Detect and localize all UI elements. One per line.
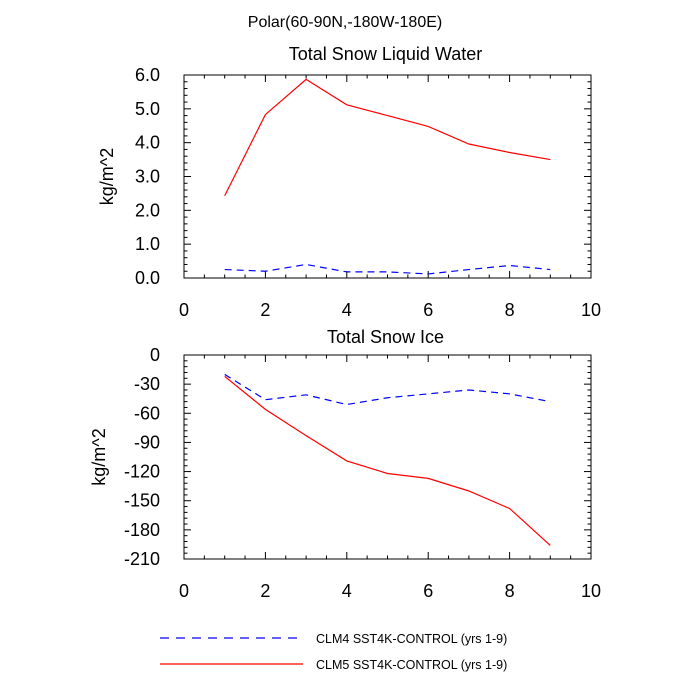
plots-container: Total Snow Liquid Water kg/m^2 0 2 4 6 8 10 0.0 1… bbox=[89, 44, 601, 601]
chart-panel-2: Total Snow Ice kg/m^2 0 2 4 6 8 10 0 -30 -60 -90 -12… bbox=[89, 327, 601, 601]
x-tick-label: 8 bbox=[505, 581, 515, 601]
x-tick-label: 2 bbox=[260, 581, 270, 601]
x-tick-label: 0 bbox=[179, 300, 189, 320]
legend: CLM4 SST4K-CONTROL (yrs 1-9) CLM5 SST4K-C… bbox=[160, 632, 507, 672]
chart-panel-1: Total Snow Liquid Water kg/m^2 0 2 4 6 8 10 0.0 1… bbox=[97, 44, 601, 320]
y-tick-label: 3.0 bbox=[135, 167, 160, 187]
chart-title: Total Snow Liquid Water bbox=[289, 44, 482, 64]
y-tick-label: -180 bbox=[124, 520, 160, 540]
y-tick-label: 0.0 bbox=[135, 268, 160, 288]
series-line-clm4 bbox=[224, 263, 551, 275]
plot-frame bbox=[183, 74, 592, 279]
x-tick-label: 10 bbox=[581, 300, 601, 320]
y-tick-label: 2.0 bbox=[135, 200, 160, 220]
x-tick-label: 4 bbox=[342, 581, 352, 601]
series-line-clm5 bbox=[224, 78, 551, 197]
x-tick-label: 10 bbox=[581, 581, 601, 601]
y-tick-label: -90 bbox=[134, 432, 160, 452]
y-tick-label: 6.0 bbox=[135, 65, 160, 85]
y-tick-label: 4.0 bbox=[135, 133, 160, 153]
figure-title: Polar(60-90N,-180W-180E) bbox=[248, 14, 442, 31]
plot-frame bbox=[183, 354, 592, 560]
legend-label: CLM5 SST4K-CONTROL (yrs 1-9) bbox=[316, 658, 507, 672]
y-tick-label: -120 bbox=[124, 462, 160, 482]
y-tick-label: 5.0 bbox=[135, 99, 160, 119]
y-tick-label: -150 bbox=[124, 491, 160, 511]
chart-title: Total Snow Ice bbox=[327, 327, 444, 347]
x-tick-label: 0 bbox=[179, 581, 189, 601]
series-line-clm4 bbox=[224, 373, 551, 406]
legend-label: CLM4 SST4K-CONTROL (yrs 1-9) bbox=[316, 632, 507, 646]
y-axis-label: kg/m^2 bbox=[97, 148, 117, 205]
series-line-clm5 bbox=[224, 375, 551, 546]
x-tick-label: 6 bbox=[423, 581, 433, 601]
y-tick-label: 0 bbox=[150, 345, 160, 365]
x-tick-label: 8 bbox=[505, 300, 515, 320]
x-tick-label: 2 bbox=[260, 300, 270, 320]
y-axis-label: kg/m^2 bbox=[89, 428, 109, 485]
y-tick-label: 1.0 bbox=[135, 234, 160, 254]
y-tick-label: -60 bbox=[134, 403, 160, 423]
x-tick-label: 4 bbox=[342, 300, 352, 320]
y-tick-label: -30 bbox=[134, 374, 160, 394]
y-tick-label: -210 bbox=[124, 549, 160, 569]
x-tick-label: 6 bbox=[423, 300, 433, 320]
